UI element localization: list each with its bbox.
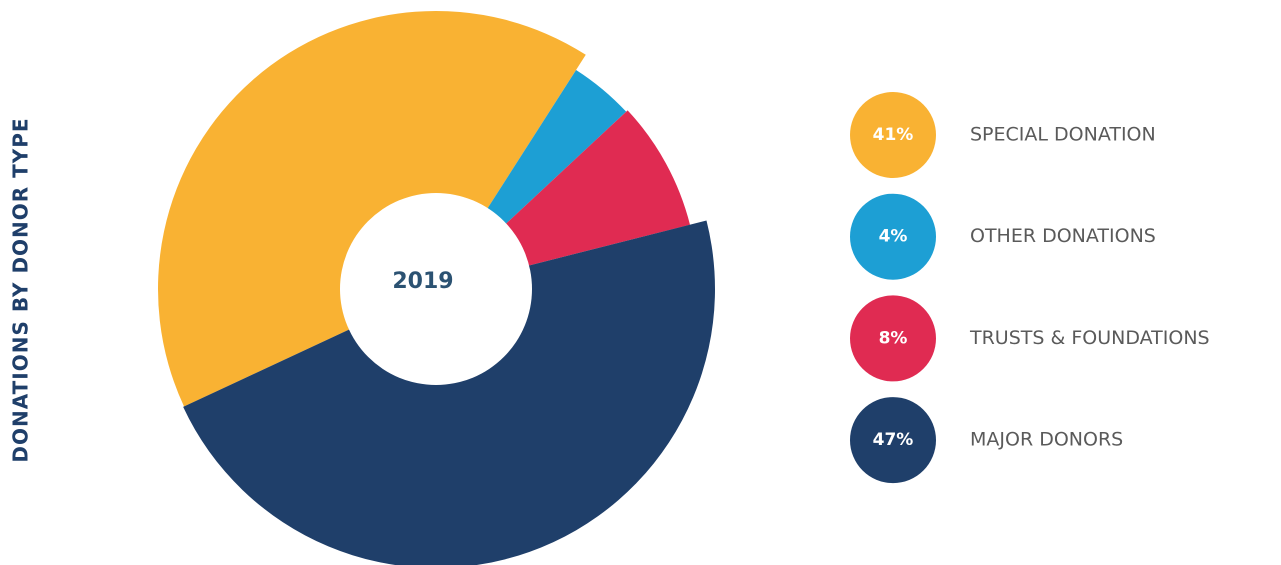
legend-value: 4% [879, 227, 908, 247]
legend-label: MAJOR DONORS [970, 429, 1123, 451]
legend-label: SPECIAL DONATION [970, 124, 1156, 146]
legend-value: 41% [873, 125, 914, 145]
legend: 41% SPECIAL DONATION 4% OTHER DONATIONS 8% TR… [850, 92, 1210, 484]
center-label: 2019 [392, 269, 453, 294]
donut-hole [340, 193, 532, 385]
chart-title: DONATIONS BY DONOR TYPE [9, 117, 33, 462]
legend-label: OTHER DONATIONS [970, 225, 1156, 247]
legend-label: TRUSTS & FOUNDATIONS [969, 327, 1210, 349]
slice [486, 69, 627, 225]
legend-value: 47% [873, 430, 914, 450]
donut [158, 11, 715, 565]
legend-value: 8% [879, 328, 908, 348]
legend-swatch [850, 295, 936, 382]
legend-swatch [850, 92, 936, 178]
slice [183, 220, 715, 565]
legend-swatch [850, 397, 936, 484]
slice [158, 11, 586, 407]
legend-swatch [850, 193, 936, 280]
slice [504, 110, 690, 266]
